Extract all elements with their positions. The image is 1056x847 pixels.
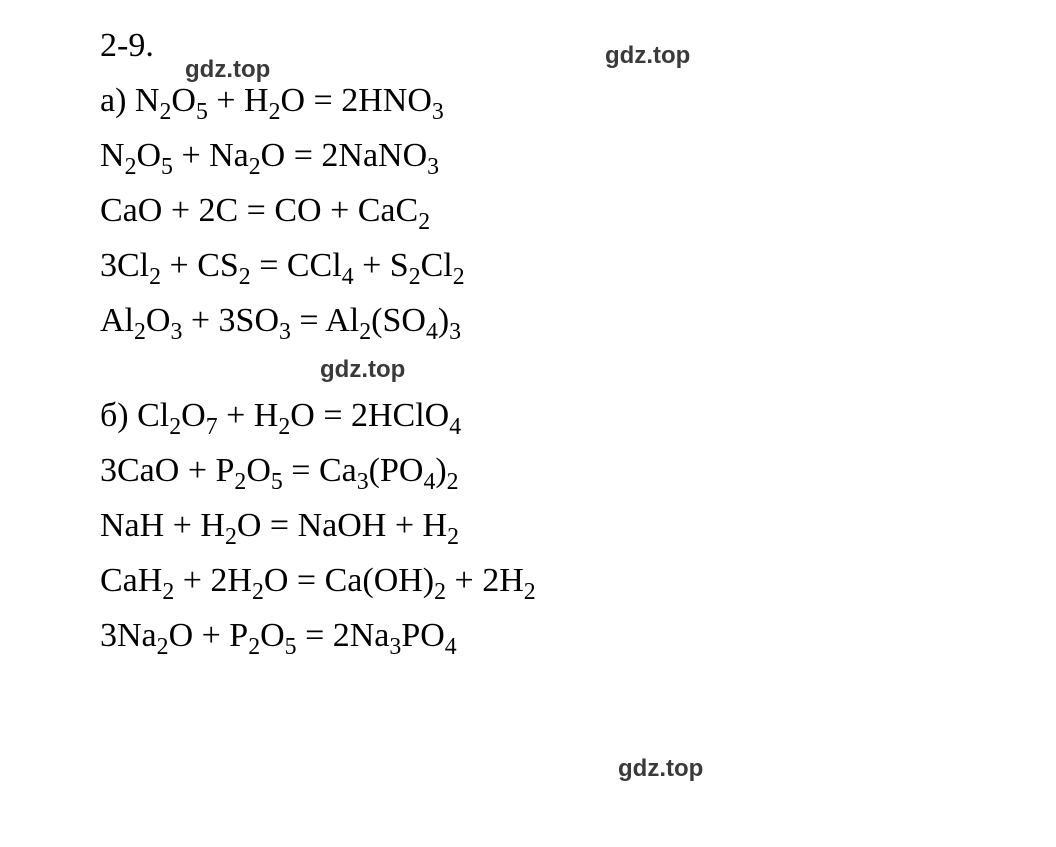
- equation-line: N2O5 + Na2O = 2NaNO3: [100, 130, 956, 181]
- equation-line: Al2O3 + 3SO3 = Al2(SO4)3: [100, 295, 956, 346]
- section-gap: [100, 350, 956, 390]
- equation-line: CaH2 + 2H2O = Ca(OH)2 + 2H2: [100, 555, 956, 606]
- equation-line: 3Na2O + P2O5 = 2Na3PO4: [100, 610, 956, 661]
- equation-line: CaO + 2C = CO + CaC2: [100, 185, 956, 236]
- equation-line: а) N2O5 + H2O = 2HNO3: [100, 75, 956, 126]
- equation-line: 3Cl2 + CS2 = CCl4 + S2Cl2: [100, 240, 956, 291]
- problem-number: 2-9.: [100, 27, 154, 64]
- equation-line: NaH + H2O = NaOH + H2: [100, 500, 956, 551]
- chemistry-content: 2-9. а) N2O5 + H2O = 2HNO3N2O5 + Na2O = …: [100, 20, 956, 661]
- problem-number-line: 2-9.: [100, 20, 956, 71]
- section-a: а) N2O5 + H2O = 2HNO3N2O5 + Na2O = 2NaNO…: [100, 75, 956, 346]
- watermark: gdz.top: [618, 755, 703, 783]
- equation-line: 3CaO + P2O5 = Ca3(PO4)2: [100, 445, 956, 496]
- equation-line: б) Cl2O7 + H2O = 2HClO4: [100, 390, 956, 441]
- section-b: б) Cl2O7 + H2O = 2HClO43CaO + P2O5 = Ca3…: [100, 390, 956, 661]
